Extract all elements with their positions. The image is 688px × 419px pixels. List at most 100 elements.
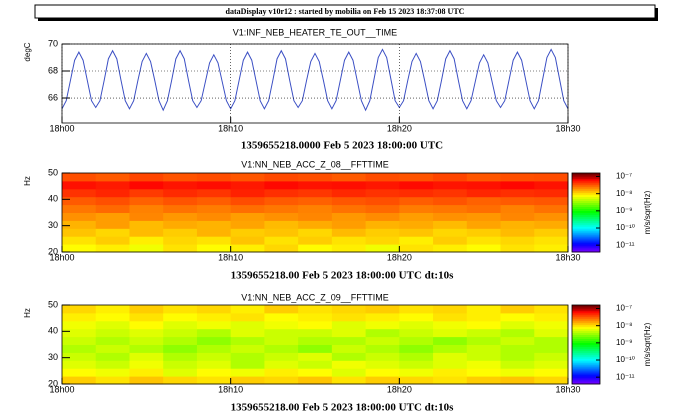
heatmap-cell: [534, 352, 569, 361]
heatmap-cell: [129, 228, 164, 237]
y-tick-label: 40: [48, 326, 58, 336]
heatmap-cell: [129, 204, 164, 213]
heatmap-cell: [298, 352, 333, 361]
colorbar-step: [572, 212, 600, 215]
x-tick-label: 18h00: [49, 252, 74, 262]
y-tick-label: 30: [48, 220, 58, 230]
heatmap-cell: [365, 180, 400, 190]
heatmap-cell: [399, 180, 434, 190]
heatmap-cell: [298, 173, 333, 182]
colorbar-tick-label: 10⁻¹¹: [616, 240, 635, 249]
heatmap-cell: [500, 188, 535, 198]
heatmap-cell: [399, 204, 434, 213]
plot-background: [62, 44, 568, 123]
heatmap-cell: [230, 352, 265, 361]
colorbar-step: [572, 248, 600, 251]
heatmap-cell: [466, 376, 502, 385]
heatmap-cell: [466, 188, 502, 198]
colorbar-step: [572, 196, 600, 200]
heatmap-cell: [365, 368, 400, 377]
heatmap-cell: [331, 320, 367, 330]
heatmap-cell: [62, 212, 97, 221]
heatmap-cell: [433, 188, 468, 198]
heatmap-cell: [399, 360, 434, 369]
heatmap-cell: [62, 228, 97, 237]
heatmap-cell: [433, 173, 468, 182]
heatmap-cell: [298, 320, 333, 330]
heatmap-cell: [331, 204, 367, 213]
heatmap-cell: [500, 320, 535, 330]
plot-frame: [61, 304, 569, 385]
heatmap-cell: [500, 244, 535, 253]
heatmap-cell: [62, 352, 97, 361]
heatmap-cell: [95, 196, 130, 206]
heatmap-cell: [129, 352, 164, 361]
heatmap-cell: [196, 244, 232, 253]
heatmap-cell: [534, 212, 569, 221]
heatmap-cell: [399, 305, 434, 314]
colorbar-step: [572, 240, 600, 243]
colorbar-step: [572, 374, 600, 377]
heatmap-cell: [264, 244, 299, 253]
colorbar-step: [572, 358, 600, 361]
colorbar-tick-label: 10⁻⁷: [616, 172, 632, 181]
chart-footer: 1359655218.00 Feb 5 2023 18:00:00 UTC dt…: [231, 402, 454, 414]
heatmap-cell: [534, 320, 569, 330]
heatmap-cell: [331, 352, 367, 361]
heatmap-cell: [534, 244, 569, 253]
colorbar-step: [572, 340, 600, 343]
heatmap-cell: [399, 376, 434, 385]
colorbar-tick-label: 10⁻¹⁰: [616, 223, 635, 232]
heatmap-cell: [534, 305, 569, 314]
colorbar-tick-label: 10⁻⁹: [616, 338, 633, 347]
heatmap-cell: [264, 305, 299, 314]
heatmap-cell: [331, 368, 367, 377]
colorbar-step: [572, 305, 600, 308]
heatmap-cell: [466, 204, 502, 213]
colorbar-step: [572, 366, 600, 369]
heatmap-cell: [163, 188, 198, 198]
colorbar-step: [572, 202, 600, 205]
colorbar-step: [572, 180, 600, 184]
colorbar-step: [572, 222, 600, 225]
colorbar-step: [572, 360, 600, 363]
heatmap-cell: [95, 312, 130, 322]
heatmap-cell: [500, 236, 535, 245]
chart-title: V1:NN_NEB_ACC_Z_08__FFTTIME: [241, 159, 389, 169]
heatmap-cell: [534, 180, 569, 190]
heatmap-cell: [534, 376, 569, 385]
heatmap-cell: [62, 360, 97, 369]
heatmap-cell: [365, 204, 400, 213]
heatmap-cell: [466, 180, 502, 190]
heatmap-cell: [230, 244, 265, 253]
colorbar-frame: [571, 304, 601, 385]
y-axis-label: degC: [23, 42, 32, 61]
heatmap-cell: [196, 320, 232, 330]
x-tick-label: 18h10: [218, 384, 243, 394]
heatmap-cell: [399, 188, 434, 198]
heatmap-cell: [331, 360, 367, 369]
heatmap-cell: [95, 376, 130, 385]
heatmap-cell: [95, 180, 130, 190]
heatmap-cell: [264, 173, 299, 182]
colorbar-step: [572, 214, 600, 217]
heatmap-cell: [331, 376, 367, 385]
heatmap-cell: [399, 352, 434, 361]
heatmap-cell: [331, 344, 367, 353]
heatmap-cell: [62, 328, 97, 338]
heatmap-cell: [196, 368, 232, 377]
y-tick-label: 30: [48, 352, 58, 362]
heatmap-cell: [62, 336, 97, 345]
heatmap-cell: [62, 188, 97, 198]
heatmap-cell: [433, 180, 468, 190]
colorbar-step: [572, 174, 600, 178]
heatmap-cell: [196, 328, 232, 338]
heatmap-cell: [129, 244, 164, 253]
heatmap-cell: [466, 244, 502, 253]
heatmap-cell: [196, 180, 232, 190]
heatmap-cell: [163, 204, 198, 213]
colorbar-step: [572, 206, 600, 209]
chart-title: V1:NN_NEB_ACC_Z_09__FFTTIME: [241, 292, 389, 302]
colorbar-step: [572, 224, 600, 227]
heatmap-cell: [331, 244, 367, 253]
